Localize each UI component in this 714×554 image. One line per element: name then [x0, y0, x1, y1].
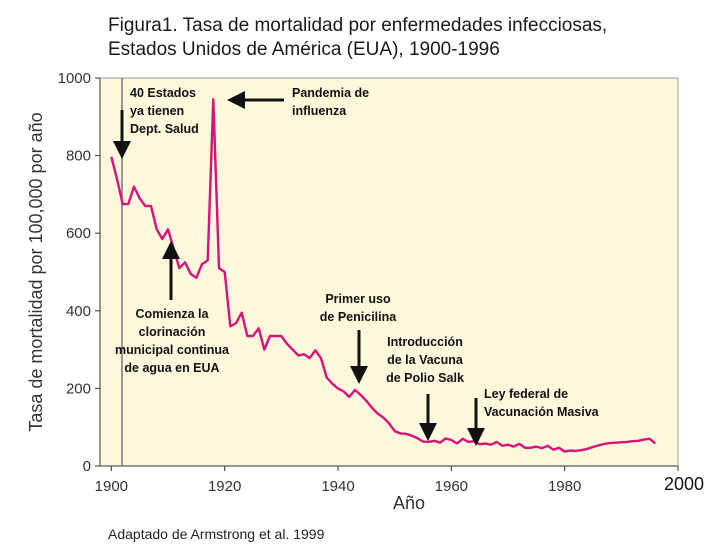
- x-tick-label: 2000: [664, 474, 704, 494]
- annotation-line: Pandemia de: [292, 86, 369, 100]
- y-tick-label: 200: [66, 380, 91, 397]
- annotation-line: municipal continua: [115, 343, 230, 357]
- plot-area: [100, 78, 678, 466]
- annotation-line: de agua en EUA: [124, 361, 219, 375]
- annotation-text: Comienza la clorinación municipal continua…: [115, 307, 230, 375]
- annotation-line: de Polio Salk: [386, 371, 464, 385]
- y-tick-label: 800: [66, 148, 91, 165]
- chart-title-line-2: Estados Unidos de América (EUA), 1900-19…: [108, 39, 500, 60]
- annotation-line: clorinación: [139, 325, 206, 339]
- annotation-line: 40 Estados: [130, 86, 196, 100]
- x-tick-label: 1900: [95, 478, 128, 495]
- x-tick-label: 1920: [208, 478, 241, 495]
- x-tick-label: 1980: [548, 478, 581, 495]
- annotation-line: Dept. Salud: [130, 122, 199, 136]
- annotation-line: Introducción: [387, 335, 463, 349]
- annotation-line: ya tienen: [130, 104, 184, 118]
- x-axis-label: Año: [393, 493, 425, 513]
- y-tick-label: 0: [83, 458, 91, 475]
- chart-title: Figura1. Tasa de mortalidad por enfermed…: [108, 14, 607, 62]
- annotation-line: Ley federal de: [484, 387, 568, 401]
- annotation-text: Introducción de la Vacuna de Polio Salk: [386, 335, 464, 385]
- chart-title-line-1: Figura1. Tasa de mortalidad por enfermed…: [108, 15, 608, 36]
- annotation-text: 40 Estados ya tienen Dept. Salud: [130, 86, 199, 136]
- annotation-line: influenza: [292, 104, 347, 118]
- annotation-line: de la Vacuna: [387, 353, 464, 367]
- y-tick-label: 1000: [58, 70, 91, 87]
- annotation-line: Primer uso: [325, 292, 391, 306]
- annotation-text: Pandemia de influenza: [292, 86, 369, 118]
- annotation-line: Vacunación Masiva: [484, 405, 600, 419]
- annotation-text: Ley federal de Vacunación Masiva: [484, 387, 600, 419]
- annotation-text: Primer uso de Penicilina: [320, 292, 397, 324]
- source-note: Adaptado de Armstrong et al. 1999: [108, 526, 325, 542]
- y-tick-label: 600: [66, 225, 91, 242]
- x-tick-label: 1940: [321, 478, 354, 495]
- annotation-line: de Penicilina: [320, 310, 397, 324]
- x-tick-label: 1960: [435, 478, 468, 495]
- y-axis-label: Tasa de mortalidad por 100,000 por año: [26, 112, 46, 431]
- annotation-line: Comienza la: [136, 307, 210, 321]
- series-line-mortality: [110, 98, 657, 453]
- y-tick-label: 400: [66, 303, 91, 320]
